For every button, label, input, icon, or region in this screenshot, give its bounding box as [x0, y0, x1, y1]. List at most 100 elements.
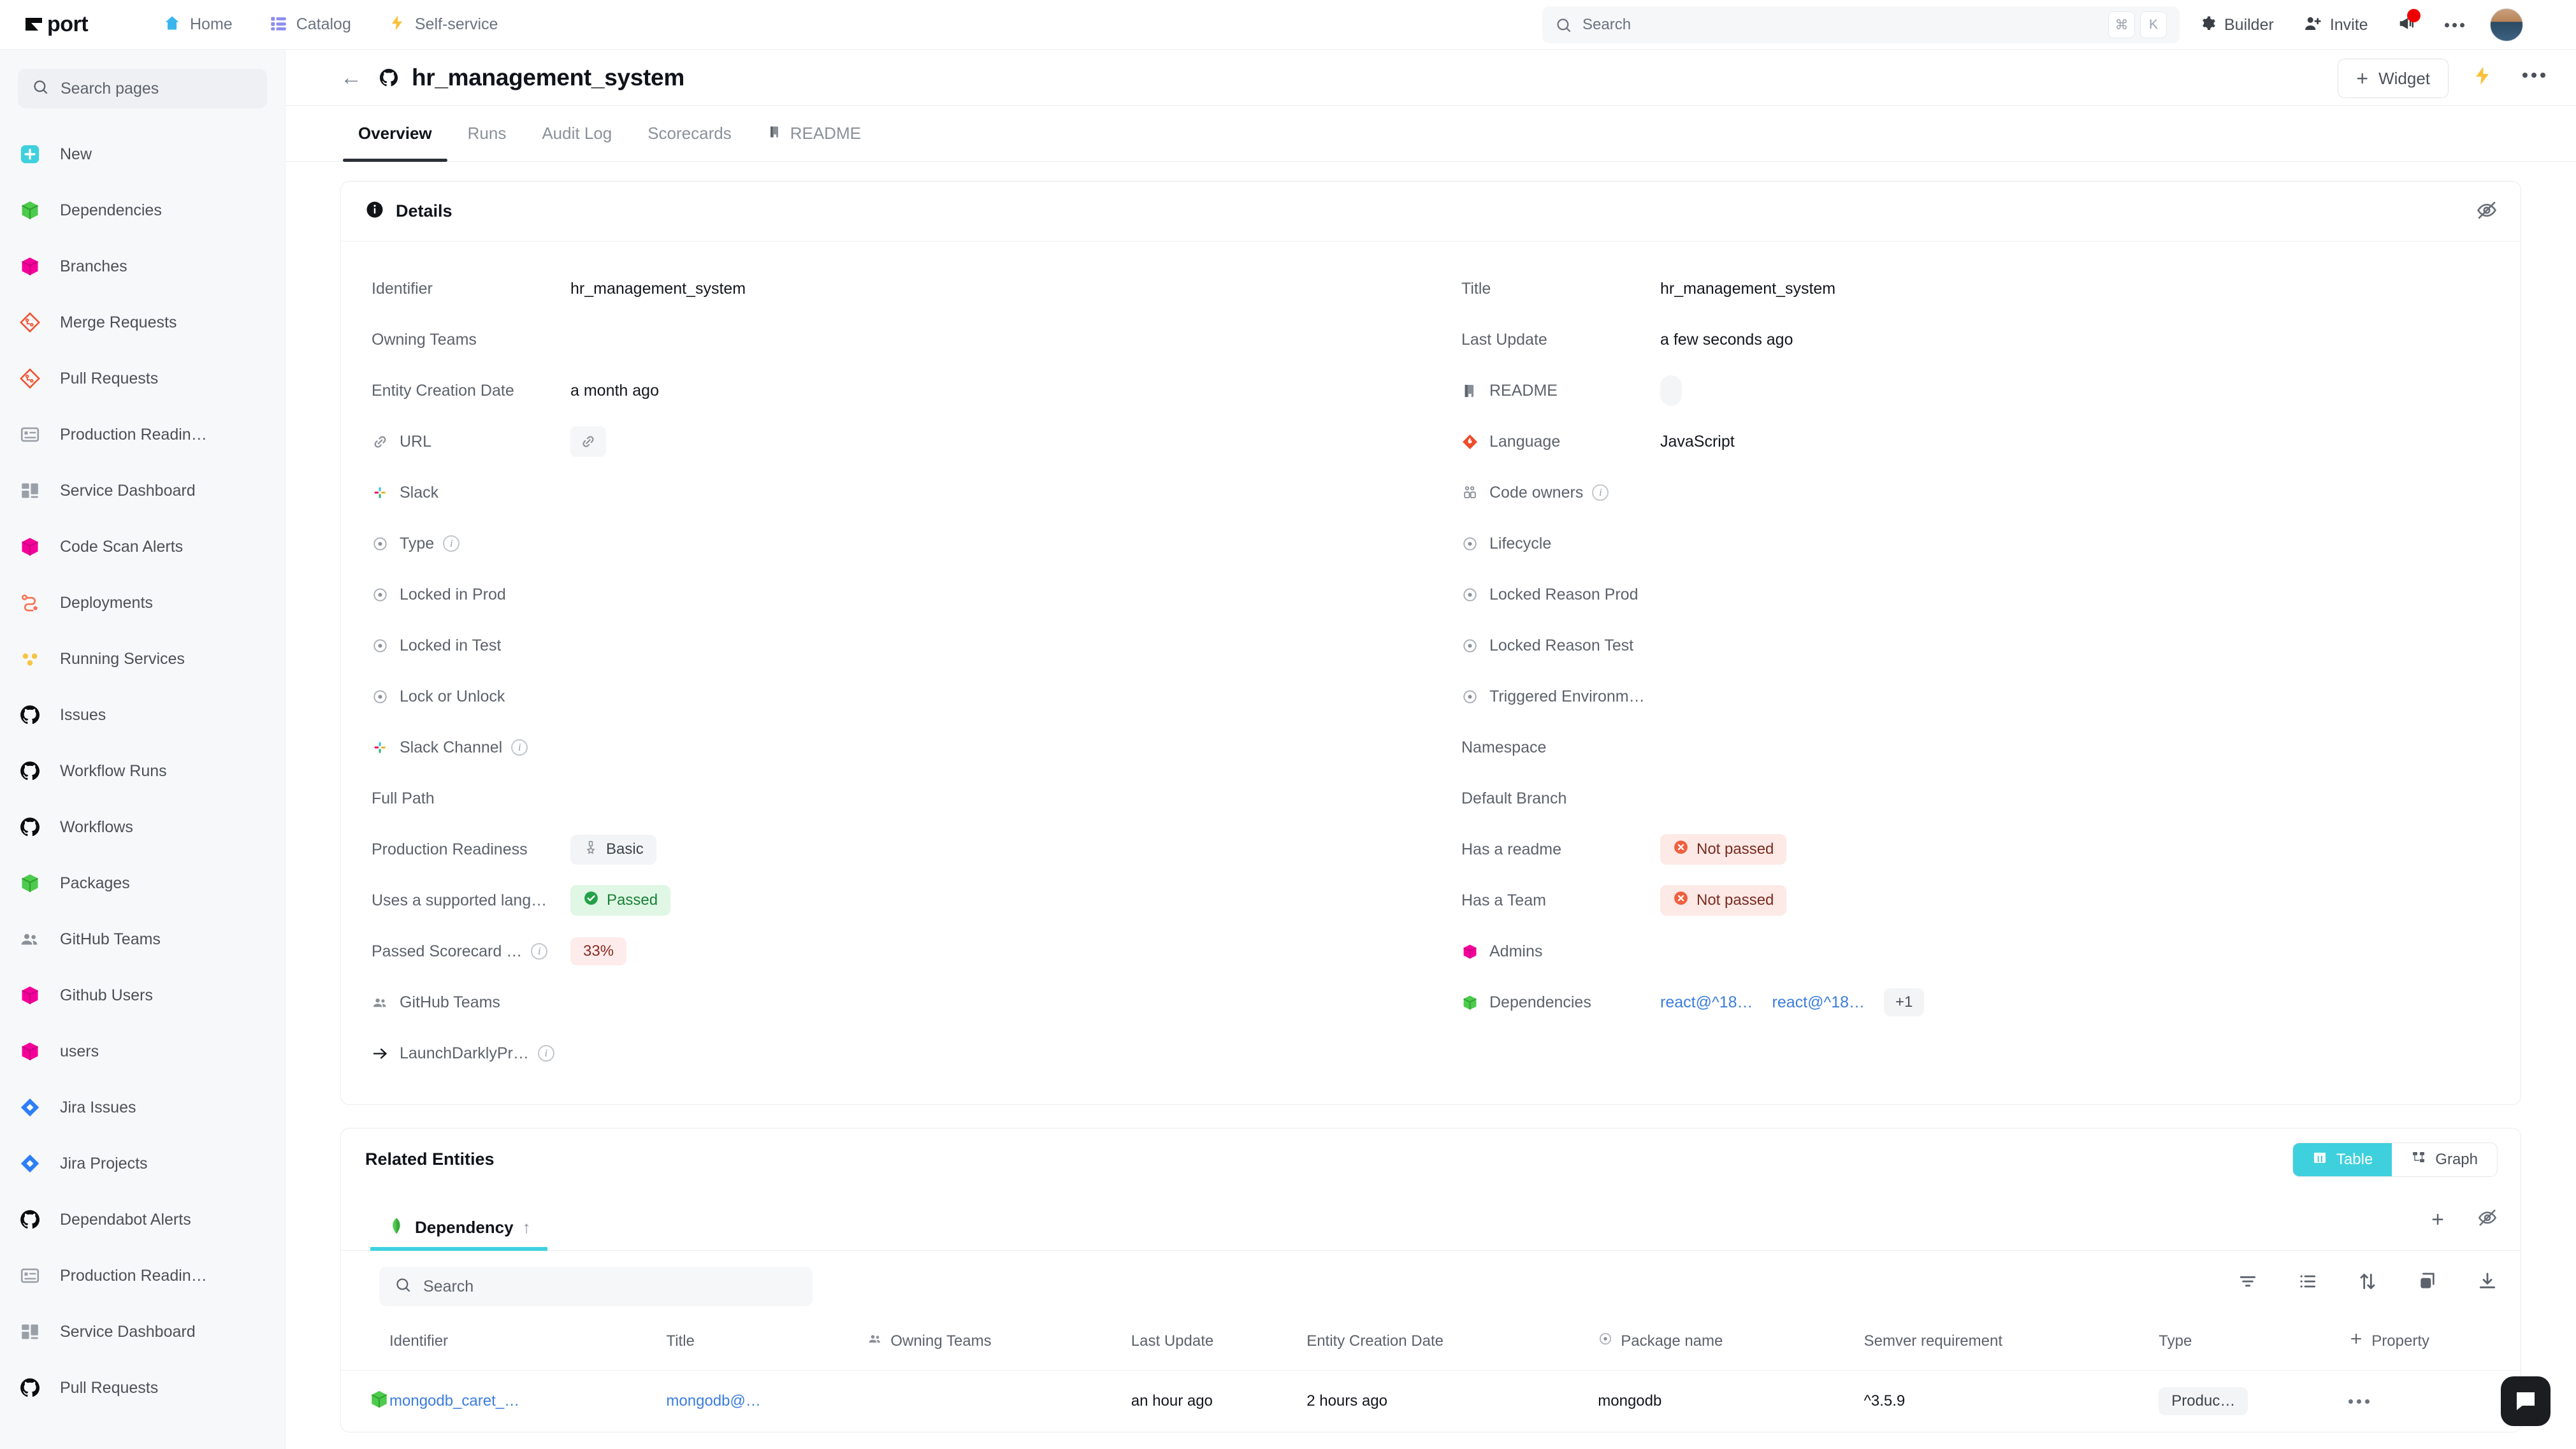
- sidebar-item-jira-issues[interactable]: Jira Issues: [0, 1079, 285, 1135]
- chat-support-button[interactable]: [2501, 1376, 2551, 1426]
- column-header-owning-teams[interactable]: Owning Teams: [867, 1322, 1131, 1371]
- detail-label-text: Slack: [400, 483, 439, 501]
- table-row[interactable]: mongodb_caret_… mongodb@… an hour ago 2 hou…: [341, 1370, 2521, 1432]
- sidebar-item-running-services[interactable]: Running Services: [0, 631, 285, 687]
- column-header-identifier[interactable]: Identifier: [389, 1322, 666, 1371]
- sidebar-item-workflow-runs[interactable]: Workflow Runs: [0, 743, 285, 799]
- detail-label: Passed Scorecard … i: [341, 942, 570, 961]
- sidebar-item-production-readin[interactable]: Production Readin…: [0, 407, 285, 463]
- dependency-link[interactable]: react@^18…: [1772, 993, 1865, 1011]
- merge-request-icon: [19, 368, 48, 389]
- dependency-more-badge[interactable]: +1: [1884, 988, 1925, 1016]
- column-header-property[interactable]: Property: [2348, 1322, 2521, 1371]
- nav-home[interactable]: Home: [163, 14, 233, 35]
- detail-label: Code owners i: [1431, 484, 1660, 502]
- column-header-last-update[interactable]: Last Update: [1131, 1322, 1306, 1371]
- info-tooltip-icon[interactable]: i: [443, 535, 460, 552]
- sidebar-item-pull-requests[interactable]: Pull Requests: [0, 1360, 285, 1416]
- sidebar-item-code-scan-alerts[interactable]: Code Scan Alerts: [0, 519, 285, 575]
- slack-icon: [372, 484, 393, 501]
- view-toggle-graph[interactable]: Graph: [2392, 1143, 2497, 1176]
- announcements-button[interactable]: [2398, 8, 2420, 36]
- sidebar-item-service-dashboard[interactable]: Service Dashboard: [0, 1304, 285, 1360]
- sidebar-item-branches[interactable]: Branches: [0, 238, 285, 294]
- list-card-icon: [19, 1265, 48, 1287]
- filter-icon[interactable]: [2238, 1271, 2258, 1295]
- sidebar-item-pull-requests[interactable]: Pull Requests: [0, 350, 285, 407]
- hide-details-icon[interactable]: [2476, 199, 2498, 224]
- column-header-semver-requirement[interactable]: Semver requirement: [1864, 1322, 2159, 1371]
- tab-runs[interactable]: Runs: [450, 106, 525, 162]
- add-widget-button[interactable]: + Widget: [2338, 59, 2449, 98]
- search-icon: [1555, 17, 1572, 34]
- sort-icon[interactable]: [2357, 1271, 2378, 1295]
- builder-label: Builder: [2224, 15, 2274, 34]
- download-icon[interactable]: [2477, 1271, 2498, 1295]
- more-options-button[interactable]: [2444, 22, 2464, 27]
- info-tooltip-icon[interactable]: i: [531, 943, 548, 960]
- radio-icon: [1598, 1331, 1613, 1351]
- bolt-icon[interactable]: [2471, 65, 2493, 90]
- page-more-button[interactable]: [2522, 73, 2545, 78]
- sidebar-item-github-teams[interactable]: GitHub Teams: [0, 911, 285, 967]
- sidebar-item-new[interactable]: New: [0, 126, 285, 182]
- global-search[interactable]: Search ⌘ K: [1542, 6, 2180, 43]
- tab-overview[interactable]: Overview: [340, 106, 450, 162]
- sidebar-item-merge-requests[interactable]: Merge Requests: [0, 294, 285, 350]
- sidebar-item-dependabot-alerts[interactable]: Dependabot Alerts: [0, 1192, 285, 1248]
- column-header-title[interactable]: Title: [666, 1322, 867, 1371]
- add-tab-icon[interactable]: +: [2431, 1207, 2444, 1232]
- hide-columns-icon[interactable]: [2477, 1208, 2498, 1231]
- brand-logo[interactable]: port: [23, 12, 144, 37]
- info-tooltip-icon[interactable]: i: [511, 739, 528, 756]
- column-header-package-name[interactable]: Package name: [1598, 1322, 1863, 1371]
- sidebar-item-packages[interactable]: Packages: [0, 855, 285, 911]
- tab-audit-log[interactable]: Audit Log: [524, 106, 630, 162]
- group-by-icon[interactable]: [2297, 1271, 2318, 1295]
- sidebar-item-label: Code Scan Alerts: [60, 537, 184, 556]
- repository-icon: [379, 68, 399, 88]
- sidebar-item-service-dashboard[interactable]: Service Dashboard: [0, 463, 285, 519]
- sidebar-item-users[interactable]: users: [0, 1023, 285, 1079]
- sidebar-item-jira-projects[interactable]: Jira Projects: [0, 1135, 285, 1192]
- tab-scorecards[interactable]: Scorecards: [630, 106, 749, 162]
- dependency-link[interactable]: react@^18…: [1660, 993, 1753, 1011]
- detail-label: Locked in Test: [341, 637, 570, 655]
- info-tooltip-icon[interactable]: i: [1592, 484, 1609, 501]
- related-search-input[interactable]: Search: [379, 1267, 813, 1306]
- row-more-button[interactable]: [2348, 1399, 2521, 1404]
- status-badge-label: Basic: [606, 840, 644, 858]
- plus-icon: +: [2356, 67, 2369, 90]
- copy-icon[interactable]: [2417, 1271, 2438, 1295]
- column-header-type[interactable]: Type: [2159, 1322, 2348, 1371]
- sidebar-item-issues[interactable]: Issues: [0, 687, 285, 743]
- add-widget-label: Widget: [2378, 68, 2430, 88]
- builder-button[interactable]: Builder: [2197, 14, 2274, 36]
- invite-button[interactable]: Invite: [2303, 14, 2368, 36]
- radio-icon: [372, 586, 393, 603]
- nav-catalog[interactable]: Catalog: [270, 14, 351, 35]
- row-title[interactable]: mongodb@…: [666, 1392, 761, 1409]
- sidebar-item-github-users[interactable]: Github Users: [0, 967, 285, 1023]
- sidebar-item-dependencies[interactable]: Dependencies: [0, 182, 285, 238]
- tab-readme[interactable]: README: [749, 106, 879, 162]
- detail-row: Locked in Prod: [341, 569, 1431, 620]
- score-badge-label: 33%: [583, 942, 614, 960]
- copy-url-button[interactable]: [570, 426, 606, 457]
- cube-pink-icon: [19, 984, 48, 1006]
- sidebar-item-production-readin[interactable]: Production Readin…: [0, 1248, 285, 1304]
- code-owners-icon: [1461, 484, 1483, 501]
- sidebar-search-input[interactable]: Search pages: [18, 69, 267, 108]
- info-tooltip-icon[interactable]: i: [537, 1045, 554, 1062]
- related-tab-dependency[interactable]: Dependency ↑: [370, 1216, 547, 1251]
- sidebar-item-deployments[interactable]: Deployments: [0, 575, 285, 631]
- nav-self-service[interactable]: Self-service: [388, 14, 498, 35]
- avatar[interactable]: [2489, 8, 2523, 41]
- row-identifier[interactable]: mongodb_caret_…: [389, 1392, 520, 1409]
- back-arrow-icon[interactable]: ←: [340, 65, 362, 90]
- view-toggle-table[interactable]: Table: [2292, 1143, 2392, 1176]
- sort-arrow-icon[interactable]: ↑: [522, 1218, 531, 1237]
- people-icon: [372, 994, 393, 1011]
- sidebar-item-workflows[interactable]: Workflows: [0, 799, 285, 855]
- column-header-entity-creation-date[interactable]: Entity Creation Date: [1306, 1322, 1598, 1371]
